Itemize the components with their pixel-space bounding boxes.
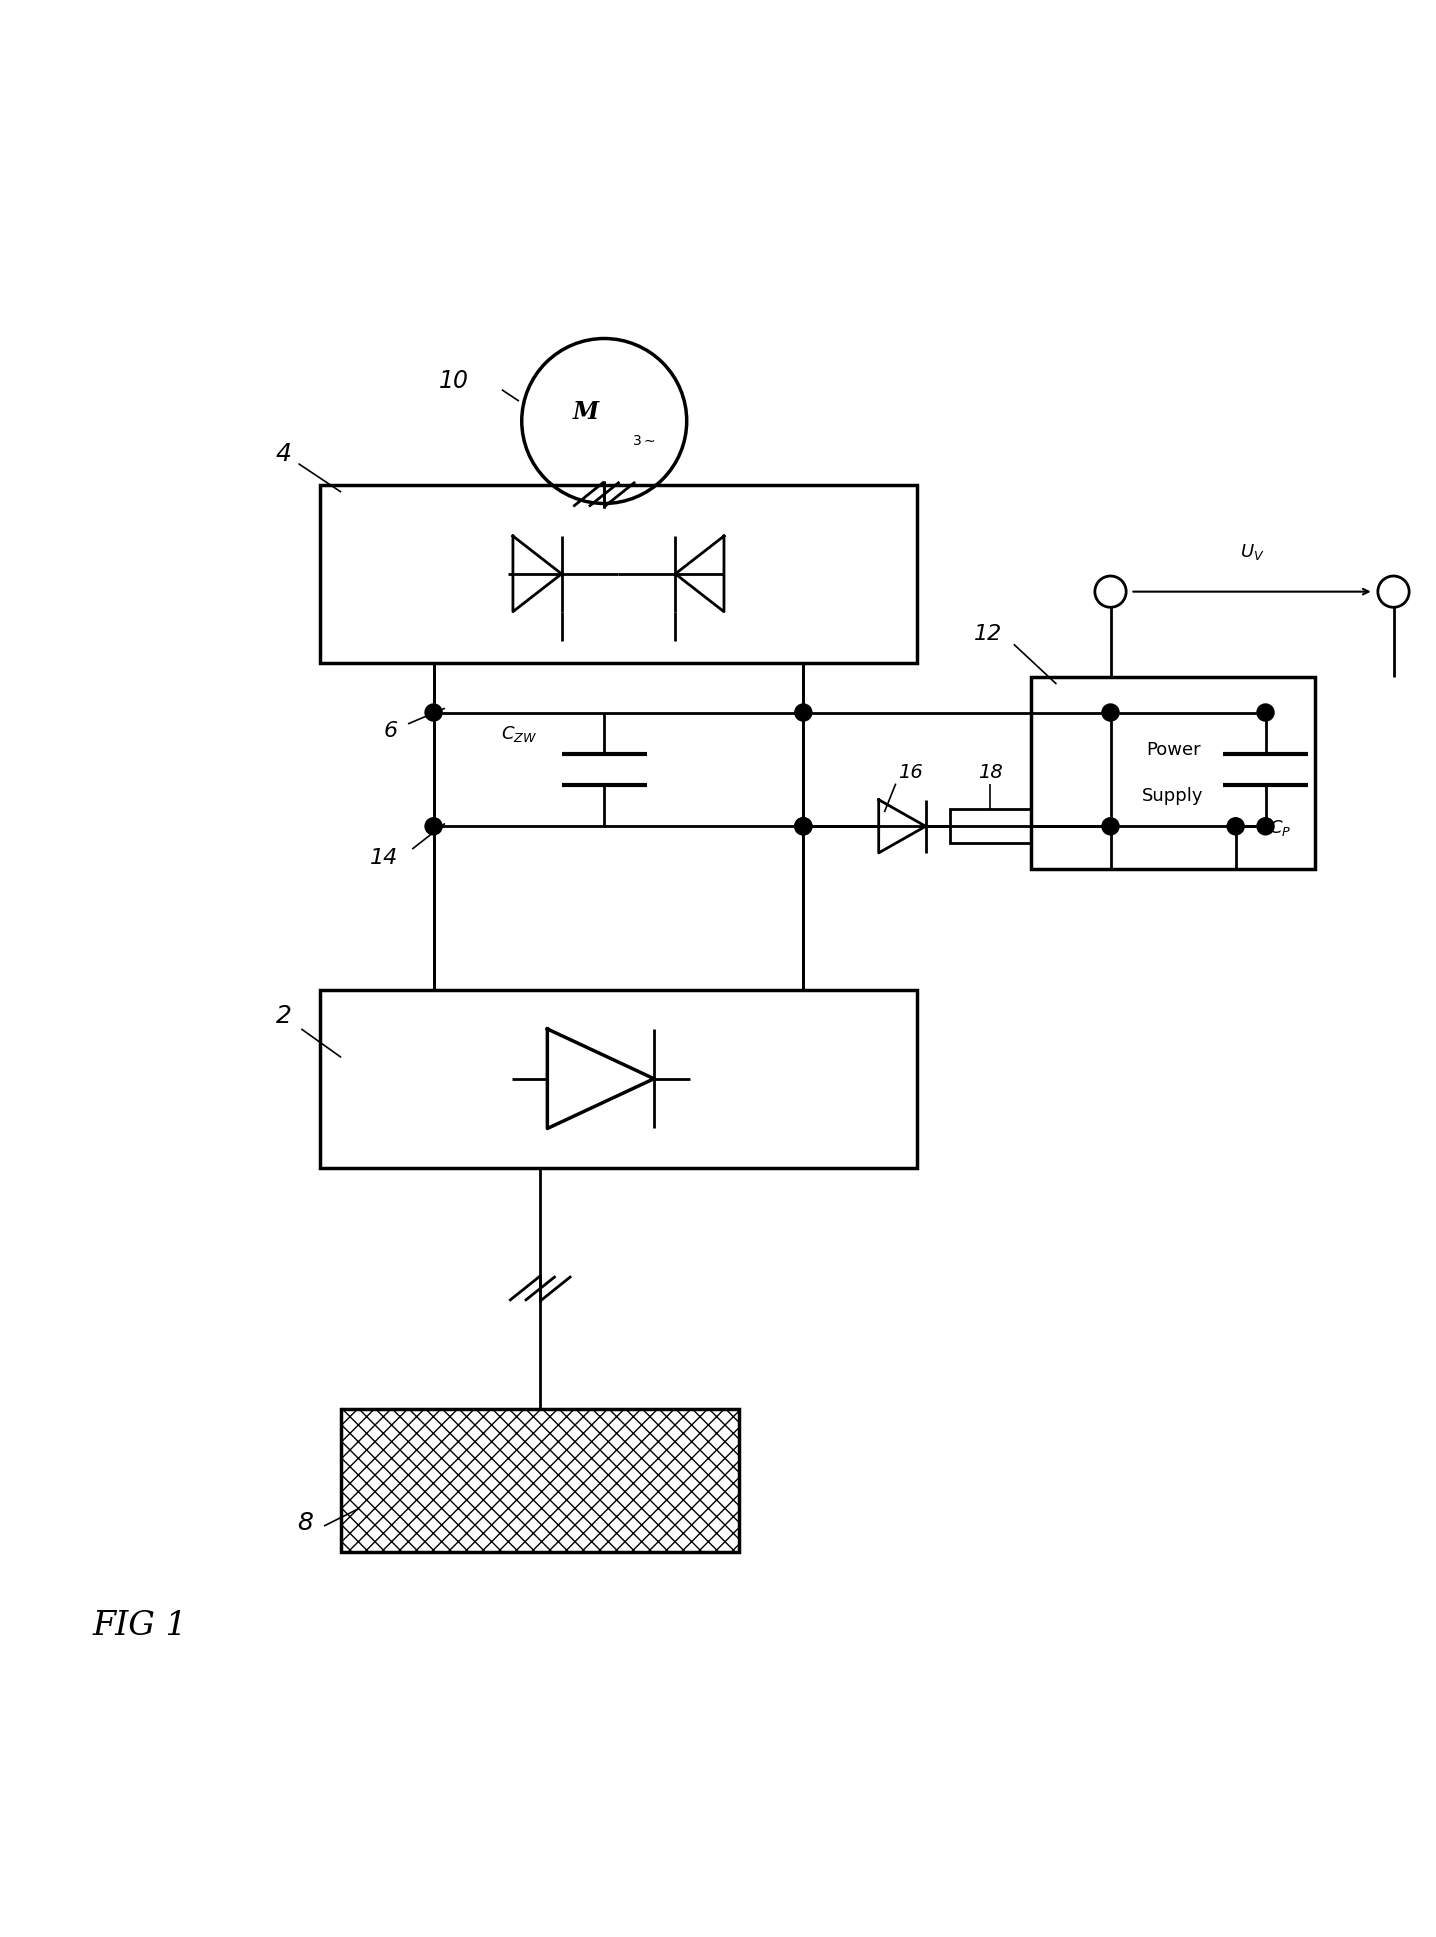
Bar [949,810,1031,843]
Bar [320,484,918,662]
Text: 18: 18 [978,763,1002,783]
Circle shape [1256,703,1274,721]
Text: 14: 14 [370,848,398,868]
Text: M: M [573,401,599,424]
Circle shape [1101,817,1119,835]
Text: 4: 4 [276,442,292,465]
Text: $C_{ZW}$: $C_{ZW}$ [501,724,537,744]
Circle shape [1101,703,1119,721]
Text: Supply: Supply [1142,786,1203,804]
Text: $U_V$: $U_V$ [1239,542,1264,562]
Text: Power: Power [1146,742,1200,759]
Bar [1031,676,1315,870]
Text: 3$\sim$: 3$\sim$ [632,434,656,447]
Circle shape [425,703,442,721]
Circle shape [1256,817,1274,835]
Text: 2: 2 [276,1005,292,1029]
Circle shape [794,703,811,721]
Text: 10: 10 [439,370,470,393]
Circle shape [794,817,811,835]
Text: $C_P$: $C_P$ [1268,817,1291,837]
Bar [342,1410,740,1552]
Text: 16: 16 [898,763,922,783]
Text: 8: 8 [297,1511,313,1536]
Circle shape [425,817,442,835]
Text: 6: 6 [383,721,398,742]
Text: FIG 1: FIG 1 [92,1610,187,1641]
Bar [320,990,918,1168]
Text: 12: 12 [974,624,1002,645]
Circle shape [794,817,811,835]
Circle shape [1228,817,1244,835]
